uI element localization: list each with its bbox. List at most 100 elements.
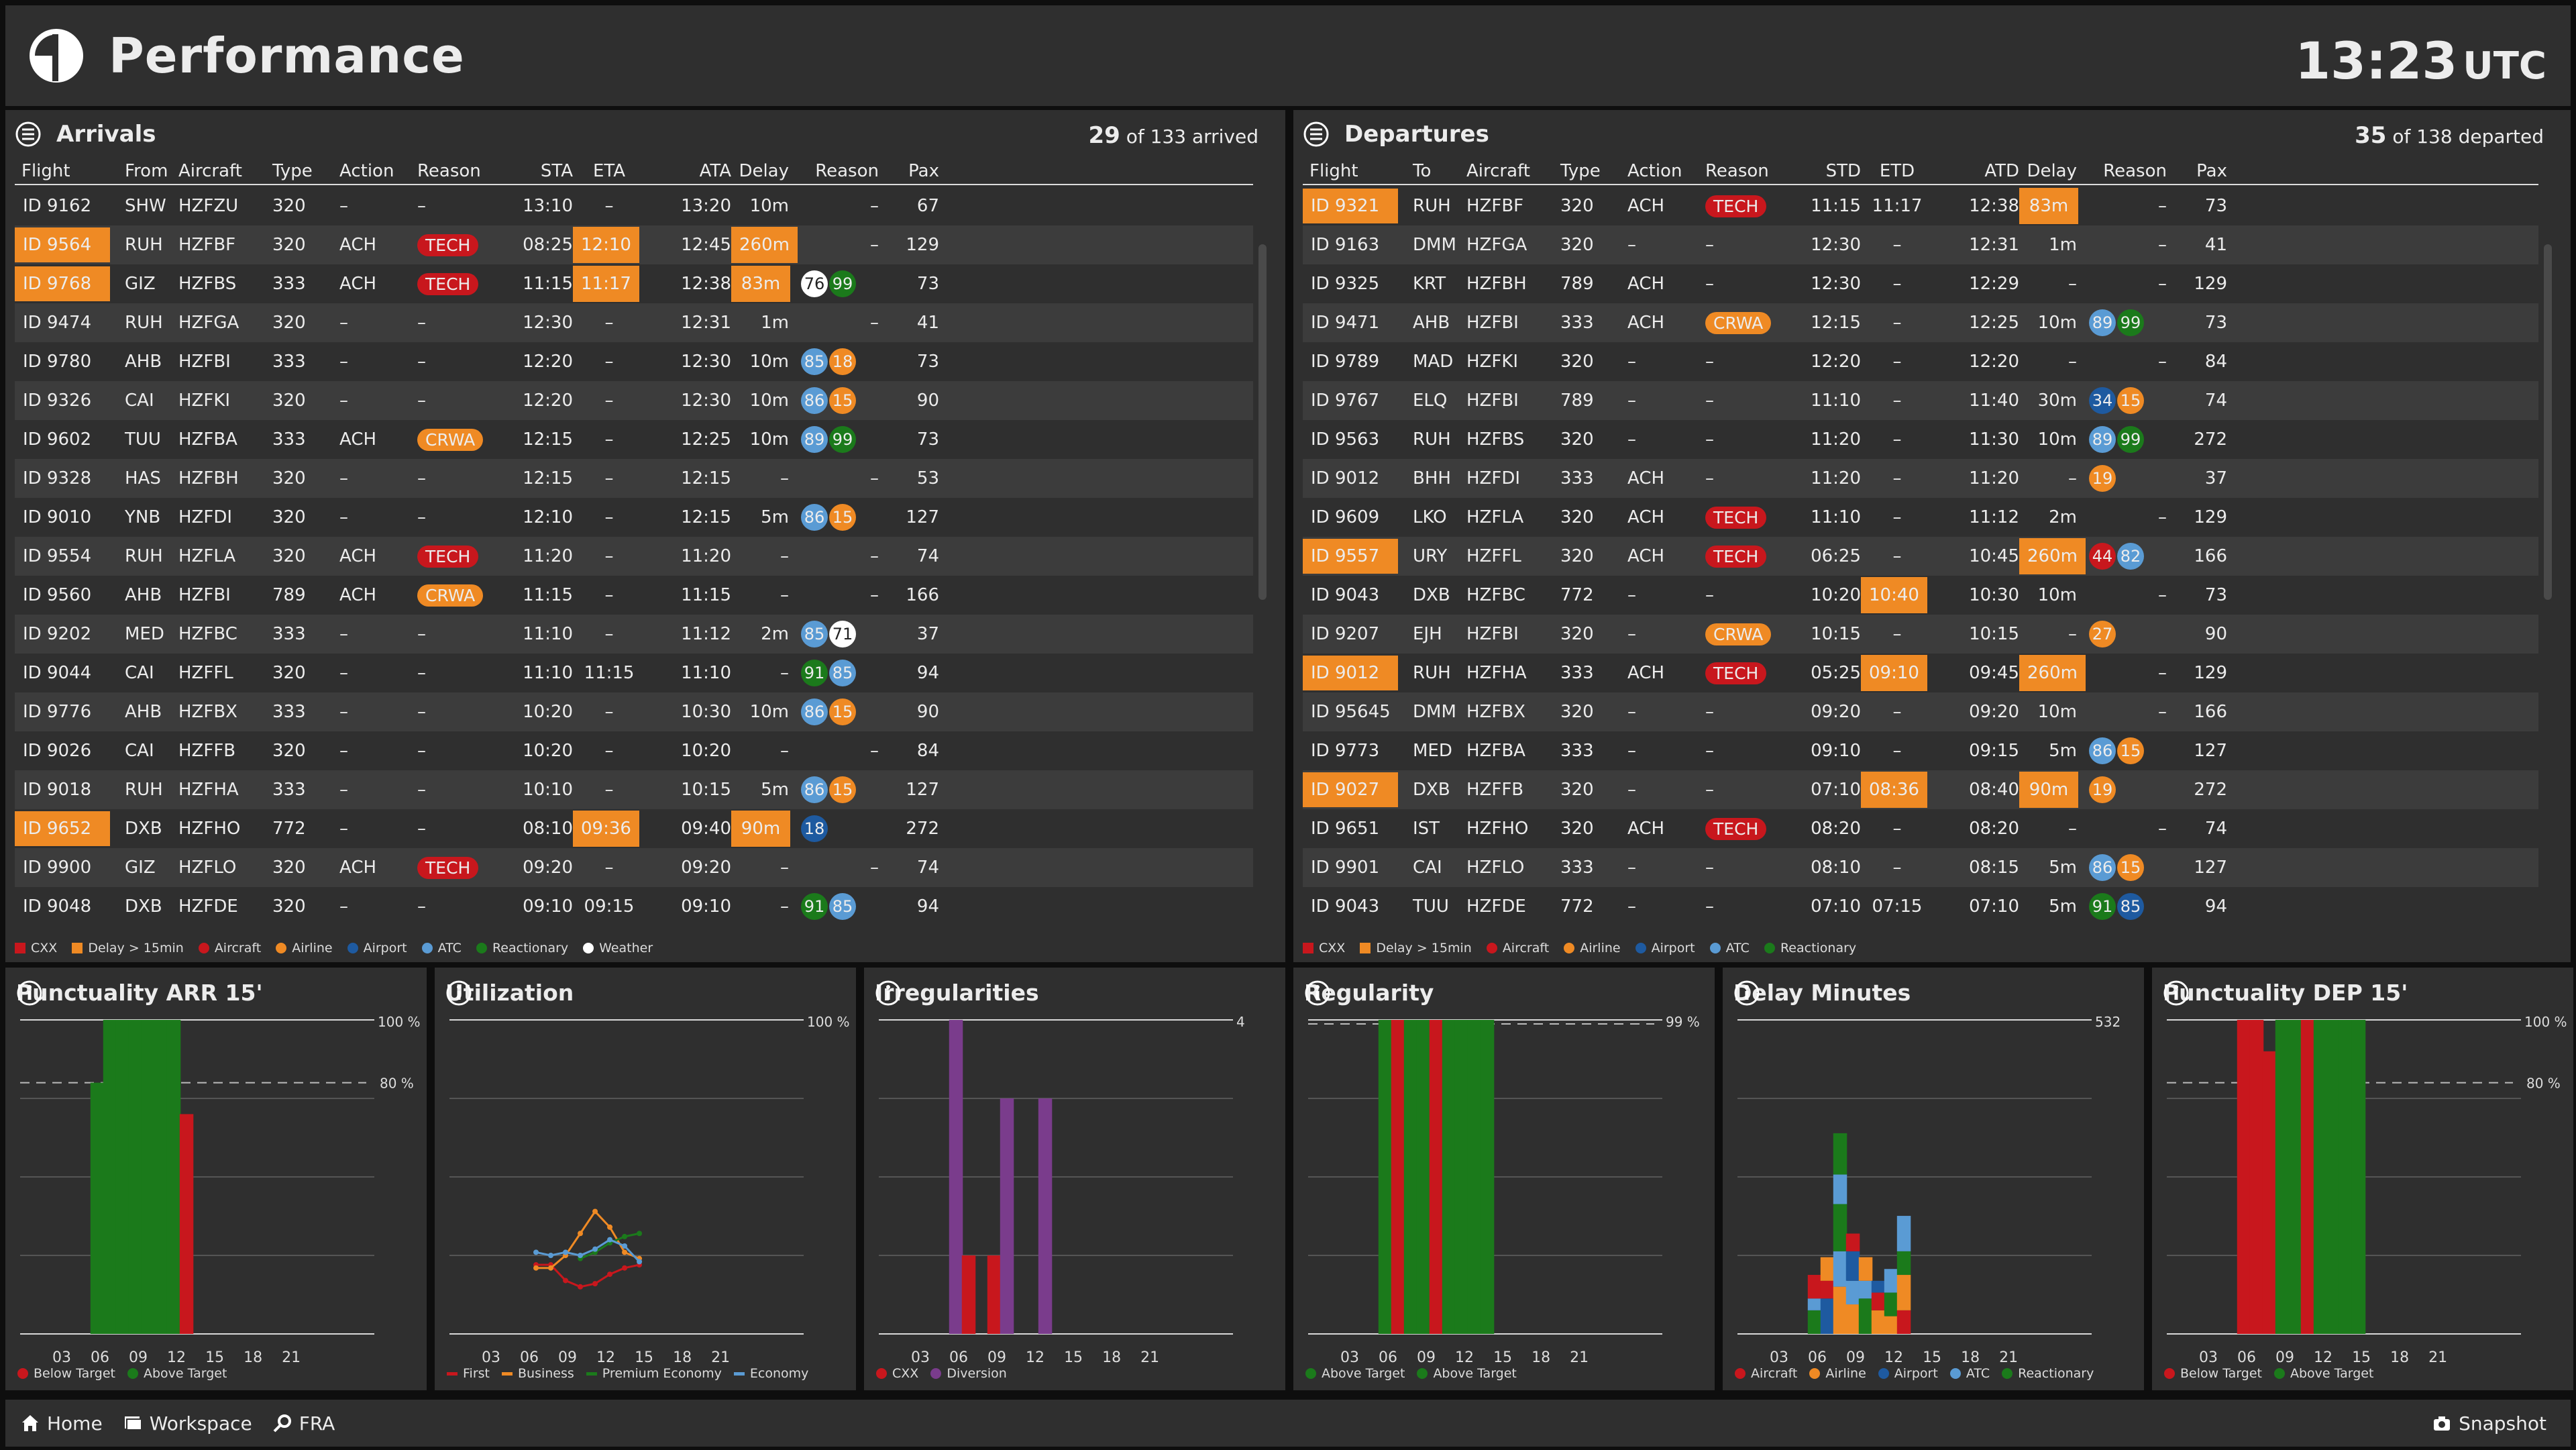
bar-segment[interactable] (1859, 1298, 1873, 1334)
table-row[interactable]: ID 9043 TUU HZFDE 772– –07:10 07:15 07:10 5m 91 8… (1303, 887, 2538, 926)
table-row[interactable]: ID 9789 MAD HZFKI 320 – – 12:20 – 12:20 – – 84 (1303, 342, 2538, 381)
bar-segment[interactable] (1846, 1251, 1860, 1281)
table-row[interactable]: ID 9321 RUH HZFBF 320 ACH TECH 11:15 11:17 12:38… (1303, 187, 2538, 225)
bar-segment[interactable] (1833, 1133, 1847, 1175)
flight-id[interactable]: ID 9474 (15, 305, 110, 340)
flight-id[interactable]: ID 9773 (1303, 733, 1398, 768)
table-row[interactable]: ID 9010 YNB HZFDI 320– –12:10–12:15 5m 86 15 127 (15, 498, 1253, 537)
bar[interactable] (2301, 1020, 2315, 1334)
table-row[interactable]: ID 9602 TUU HZFBA 333 ACH CRWA 12:15–12:25 10m 8… (15, 420, 1253, 459)
table-row[interactable]: ID 9044 CAI HZFFL 320– –11:10 11:15 11:10–91 85… (15, 654, 1253, 692)
flight-id[interactable]: ID 9901 (1303, 850, 1398, 885)
flight-id[interactable]: ID 9651 (1303, 811, 1398, 846)
table-row[interactable]: ID 9163 DMM HZFGA 320 – – 12:30 – 12:31 1m – 41 (1303, 225, 2538, 264)
table-row[interactable]: ID 9609 LKO HZFLA 320 ACH TECH 11:10 – 11:12 2m – 1… (1303, 498, 2538, 537)
table-row[interactable]: ID 9026 CAI HZFFB 320 – – 10:20 – 10:20 – – 84 (15, 731, 1253, 770)
info-icon[interactable] (445, 980, 472, 1006)
bar[interactable] (1442, 1020, 1456, 1334)
bar[interactable] (2339, 1020, 2353, 1334)
bar[interactable] (1417, 1020, 1431, 1334)
table-row[interactable]: ID 9043 DXB HZFBC 772 – – 10:20 10:40 10:30 10m – 7… (1303, 576, 2538, 615)
table-row[interactable]: ID 9207 EJH HZFBI 320– CRWA 10:15–10:15–27 90 (1303, 615, 2538, 654)
bar[interactable] (2263, 1051, 2277, 1334)
table-row[interactable]: ID 9202 MED HZFBC 333– –11:10–11:12 2m 85 71 37 (15, 615, 1253, 654)
scrollbar[interactable] (1258, 244, 1267, 600)
flight-id[interactable]: ID 9043 (1303, 578, 1398, 613)
table-row[interactable]: ID 9471 AHB HZFBI 333 ACH CRWA 12:15–12:25 10m 8… (1303, 303, 2538, 342)
bar-segment[interactable] (1833, 1174, 1847, 1204)
bar-segment[interactable] (1846, 1233, 1860, 1251)
bar[interactable] (2314, 1020, 2328, 1334)
flight-id[interactable]: ID 9207 (1303, 617, 1398, 652)
table-row[interactable]: ID 9780 AHB HZFBI 333– –12:20–12:30 10m 85 18 73 (15, 342, 1253, 381)
bar[interactable] (2250, 1020, 2264, 1334)
bar[interactable] (987, 1255, 1002, 1334)
flight-id[interactable]: ID 9044 (15, 656, 110, 690)
bar[interactable] (949, 1020, 963, 1334)
column-header[interactable]: Type (272, 161, 339, 181)
table-row[interactable]: ID 9773 MED HZFBA 333– –09:10–09:15 5m 86 15 127 (1303, 731, 2538, 770)
flight-id[interactable]: ID 9767 (1303, 383, 1398, 418)
bar[interactable] (129, 1020, 143, 1334)
bar[interactable] (1404, 1020, 1418, 1334)
flight-id[interactable]: ID 9162 (15, 189, 110, 223)
flight-id[interactable]: ID 9326 (15, 383, 110, 418)
table-row[interactable]: ID 9018 RUH HZFHA 333– –10:10–10:15 5m 86 15 127 (15, 770, 1253, 809)
bar-segment[interactable] (1833, 1287, 1847, 1334)
info-icon[interactable] (2163, 980, 2190, 1006)
bar-segment[interactable] (1884, 1269, 1898, 1292)
table-row[interactable]: ID 9328 HAS HZFBH 320 – – 12:15 – 12:15 – – 53 (15, 459, 1253, 498)
bar[interactable] (2237, 1020, 2251, 1334)
column-header[interactable]: From (125, 161, 178, 181)
table-row[interactable]: ID 9326 CAI HZFKI 320– –12:20–12:30 10m 86 15 90 (15, 381, 1253, 420)
info-icon[interactable] (875, 980, 902, 1006)
bar-segment[interactable] (1884, 1316, 1898, 1334)
bar[interactable] (1038, 1098, 1053, 1334)
flight-id[interactable]: ID 9471 (1303, 305, 1398, 340)
bar[interactable] (2275, 1020, 2290, 1334)
bar-segment[interactable] (1859, 1281, 1873, 1298)
column-header[interactable]: STD (1802, 161, 1861, 181)
column-header[interactable]: Reason (2077, 161, 2167, 181)
column-header[interactable]: Pax (2167, 161, 2227, 181)
column-header[interactable]: Reason (789, 161, 879, 181)
bar[interactable] (116, 1020, 130, 1334)
bar[interactable] (1481, 1020, 1495, 1334)
table-row[interactable]: ID 9768 GIZ HZFBS 333 ACH TECH 11:15 11:17 12:38… (15, 264, 1253, 303)
bar[interactable] (1430, 1020, 1444, 1334)
table-row[interactable]: ID 9557 URY HZFFL 320 ACH TECH 06:25 – 10:45 260m… (1303, 537, 2538, 576)
info-icon[interactable] (16, 980, 43, 1006)
flight-id[interactable]: ID 9563 (1303, 422, 1398, 457)
column-header[interactable]: Aircraft (178, 161, 272, 181)
column-header[interactable]: Pax (879, 161, 939, 181)
column-header[interactable]: Action (339, 161, 417, 181)
bar[interactable] (1391, 1020, 1405, 1334)
bar[interactable] (180, 1114, 194, 1334)
flight-id[interactable]: ID 9043 (1303, 889, 1398, 924)
info-icon[interactable] (1304, 980, 1331, 1006)
bar-segment[interactable] (1897, 1275, 1911, 1310)
bar[interactable] (2326, 1020, 2341, 1334)
bar[interactable] (2352, 1020, 2366, 1334)
bar[interactable] (962, 1255, 976, 1334)
column-header[interactable]: Flight (1303, 161, 1413, 181)
bar[interactable] (167, 1020, 181, 1334)
flight-id[interactable]: ID 9163 (1303, 227, 1398, 262)
table-row[interactable]: ID 9767 ELQ HZFBI 789– –11:10–11:40 30m 34 15 74 (1303, 381, 2538, 420)
flight-id[interactable]: ID 9048 (15, 889, 110, 924)
table-row[interactable]: ID 9776 AHB HZFBX 333– –10:20–10:30 10m 86 15 90 (15, 692, 1253, 731)
bar-segment[interactable] (1821, 1298, 1835, 1334)
table-row[interactable]: ID 9651 IST HZFHO 320 ACH TECH 08:20 – 08:20 – – 74 (1303, 809, 2538, 848)
bar-segment[interactable] (1846, 1281, 1860, 1304)
table-row[interactable]: ID 9325 KRT HZFBH 789 ACH – 12:30 – 12:29 – – 129 (1303, 264, 2538, 303)
bar-segment[interactable] (1872, 1310, 1886, 1334)
bar[interactable] (91, 1083, 105, 1334)
table-row[interactable]: ID 9474 RUH HZFGA 320 – – 12:30 – 12:31 1m – 41 (15, 303, 1253, 342)
flight-id[interactable]: ID 9780 (15, 344, 110, 379)
flight-id[interactable]: ID 9554 (15, 539, 110, 574)
flight-id[interactable]: ID 9602 (15, 422, 110, 457)
flight-id[interactable]: ID 9609 (1303, 500, 1398, 535)
bar[interactable] (1000, 1098, 1014, 1334)
bar-segment[interactable] (1846, 1304, 1860, 1334)
flight-id[interactable]: ID 9776 (15, 694, 110, 729)
